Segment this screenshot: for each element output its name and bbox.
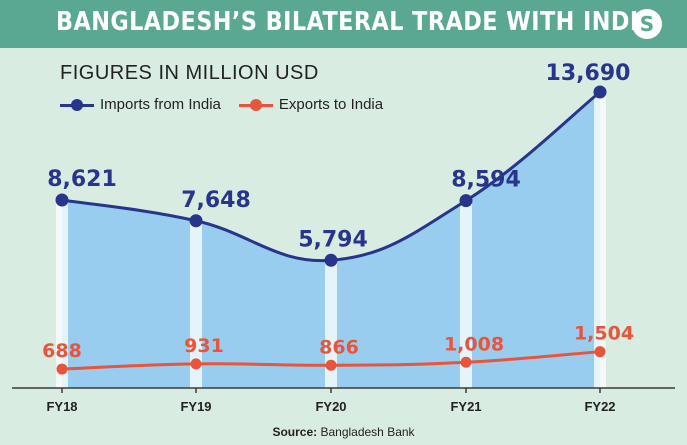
publisher-logo: S [632, 9, 662, 39]
imports-label-fy19: 7,648 [181, 188, 251, 213]
title-bar: BANGLADESH’S BILATERAL TRADE WITH INDIA … [0, 0, 687, 48]
imports-point-fy19 [189, 214, 203, 228]
source-label: Source: [272, 425, 318, 439]
chart-subtitle: FIGURES IN MILLION USD [60, 62, 319, 84]
exports-label-fy19: 931 [184, 335, 224, 357]
guide-bar-fy20 [325, 260, 337, 388]
guide-bar-fy22 [594, 92, 606, 388]
exports-point-fy19 [190, 358, 202, 370]
exports-point-fy21 [460, 356, 472, 368]
imports-point-fy18 [55, 193, 69, 207]
source-note: Source: Bangladesh Bank [0, 425, 687, 439]
legend-item-exports: Exports to India [238, 96, 384, 113]
imports-label-fy21: 8,594 [451, 168, 521, 193]
exports-point-fy20 [325, 359, 337, 371]
imports-point-fy20 [324, 253, 338, 267]
x-tick-label-fy22: FY22 [584, 399, 615, 414]
guide-bar-fy21 [460, 200, 472, 388]
legend: Imports from India Exports to India [60, 96, 401, 113]
source-text: Bangladesh Bank [320, 425, 415, 439]
chart-title: BANGLADESH’S BILATERAL TRADE WITH INDIA [56, 7, 657, 37]
legend-label-exports: Exports to India [278, 96, 384, 113]
exports-label-fy21: 1,008 [444, 333, 504, 355]
exports-point-fy18 [56, 363, 68, 375]
guide-bar-fy19 [190, 220, 202, 388]
legend-item-imports: Imports from India [60, 96, 221, 113]
exports-label-fy20: 866 [319, 336, 359, 358]
exports-point-fy22 [594, 346, 606, 358]
guide-bar-fy18 [56, 200, 68, 388]
x-tick-label-fy20: FY20 [315, 399, 346, 414]
exports-label-fy22: 1,504 [574, 323, 634, 345]
x-tick-label-fy19: FY19 [180, 399, 211, 414]
legend-swatch-exports [238, 98, 273, 111]
legend-label-imports: Imports from India [100, 96, 221, 113]
x-tick-label-fy18: FY18 [46, 399, 77, 414]
x-tick-label-fy21: FY21 [450, 399, 481, 414]
legend-swatch-imports [60, 98, 94, 111]
imports-label-fy22: 13,690 [546, 61, 631, 86]
imports-point-fy21 [459, 194, 473, 208]
imports-label-fy18: 8,621 [47, 167, 117, 192]
exports-label-fy18: 688 [42, 340, 82, 362]
imports-point-fy22 [593, 85, 607, 99]
imports-label-fy20: 5,794 [298, 227, 368, 252]
